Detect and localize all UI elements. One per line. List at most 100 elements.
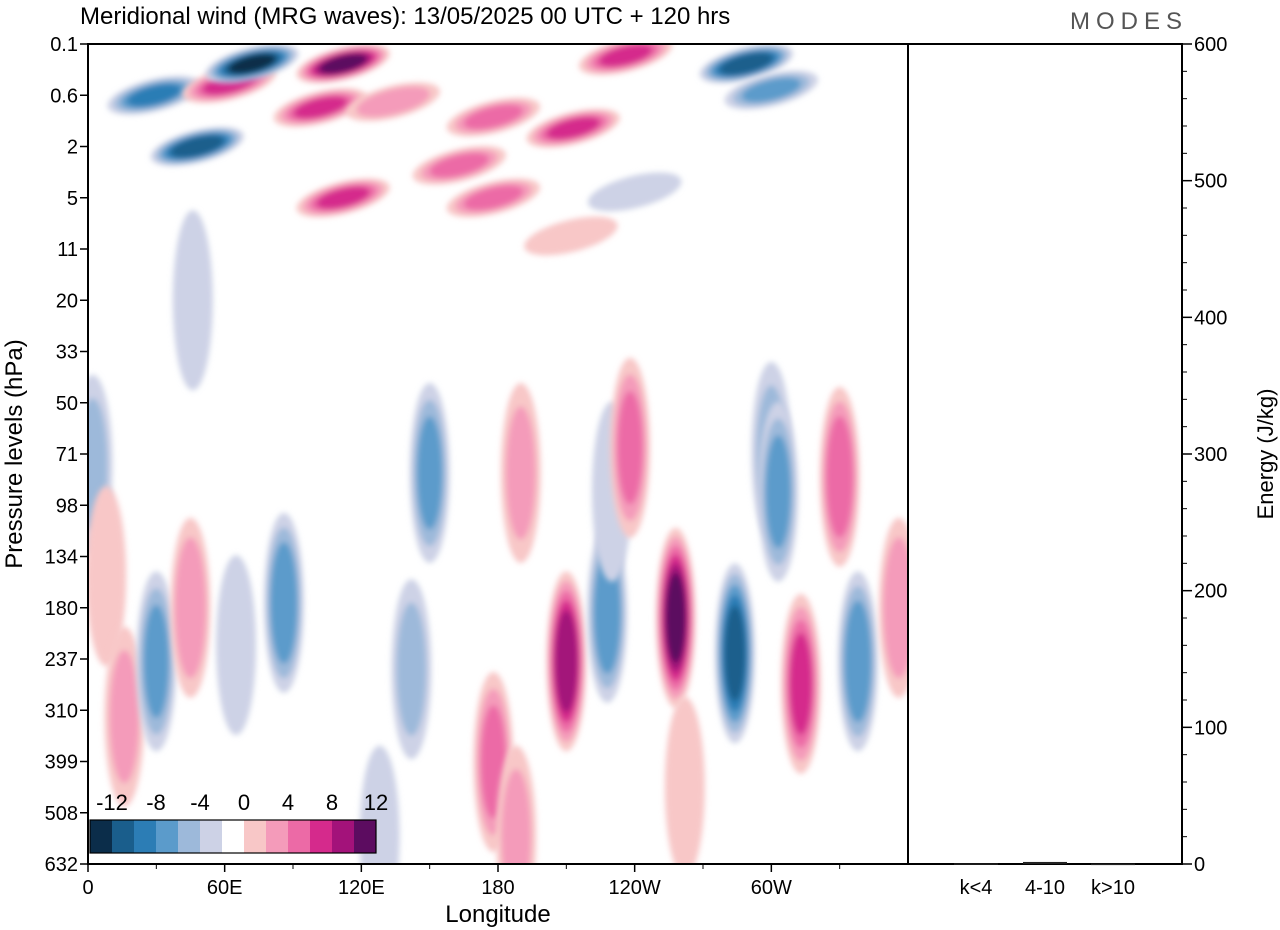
energy-bar [954,863,998,865]
wind-contour [172,210,213,391]
wind-feature [205,44,299,84]
energy-tick-label: 300 [1194,444,1227,466]
wind-feature [578,44,673,75]
energy-axis-label: Energy (J/kg) [1253,389,1278,520]
y-tick-label: 399 [45,752,78,774]
wind-feature [837,571,878,752]
colorbar-frame [89,819,377,854]
colorbar: -12 -8 -4 0 4 8 12 [89,790,388,854]
colorbar-label: 0 [238,790,250,815]
y-tick-label: 310 [45,700,78,722]
wind-feature [150,127,245,166]
energy-category-label: k<4 [960,877,993,899]
wind-feature [819,386,860,567]
wind-feature [587,172,682,212]
wind-feature [780,593,821,774]
pressure-axis: 0.1 0.6 2 5 11 20 33 50 71 98 134 180 237 310 399 508 63… [45,34,88,876]
wind-feature [714,563,755,744]
wind-feature [296,178,390,218]
wind-feature [391,579,432,760]
wind-feature [104,626,145,807]
energy-category-label: k>10 [1091,877,1135,899]
wind-contour [316,186,370,209]
colorbar-swatch [288,820,310,853]
wind-contour [593,552,621,674]
wind-feature [500,383,541,563]
wind-feature [546,571,587,752]
x-tick-label: 60W [751,877,792,899]
energy-tick-label: 0 [1194,854,1205,876]
y-tick-label: 33 [56,342,78,364]
wind-contour [396,602,427,736]
x-axis-label: Longitude [445,901,550,928]
wind-feature [263,512,304,693]
colorbar-swatch [310,820,332,853]
x-tick-label: 60E [207,877,243,899]
y-tick-label: 0.6 [50,85,78,107]
wind-feature [409,383,450,563]
energy-bar [1091,863,1135,866]
wind-contour [741,77,801,103]
energy-bar [1023,861,1067,864]
y-tick-label: 5 [67,188,78,210]
wind-feature [724,70,819,110]
wind-contour [617,391,643,505]
wind-feature [610,357,651,538]
wind-contour [429,153,489,178]
wind-contour [599,44,653,67]
wind-contour [724,605,746,701]
wind-contour [789,632,813,735]
colorbar-swatch [222,820,244,853]
wind-feature [655,527,696,708]
longitude-axis: 0 60E 120E 180 120W 60W [82,864,841,899]
energy-bars: k<4 4-10 k>10 [954,861,1135,899]
wind-feature [524,216,618,256]
colorbar-swatch [90,820,112,853]
wind-feature [172,210,213,391]
wind-feature [136,571,177,752]
wind-contour [463,185,523,211]
colorbar-label: 12 [364,790,388,815]
wind-contour [319,54,367,74]
colorbar-label: -8 [146,790,166,815]
energy-tick-label: 200 [1194,581,1227,603]
wind-contour [88,486,127,667]
x-tick-label: 120E [338,877,385,899]
y-tick-label: 632 [45,854,78,876]
colorbar-swatch [178,820,200,853]
colorbar-swatch [112,820,134,853]
wind-contour [883,537,908,679]
wind-feature [412,145,507,185]
wind-feature [526,108,620,148]
wind-contour [501,769,531,864]
energy-category-label: 4-10 [1025,877,1065,899]
wind-contour [587,172,682,212]
x-tick-label: 180 [481,877,514,899]
wind-contour [170,135,224,158]
wind-contour [524,216,618,256]
y-tick-label: 0.1 [50,34,78,56]
wind-contour [719,52,773,75]
heatmap-field [88,44,908,864]
wind-feature [107,75,201,115]
y-tick-label: 2 [67,137,78,159]
energy-panel-frame [907,43,1183,865]
wind-contour [664,697,705,864]
colorbar-swatch [134,820,156,853]
wind-feature [273,88,368,127]
wind-feature [296,44,390,84]
energy-tick-label: 600 [1194,34,1227,56]
y-tick-label: 237 [45,649,78,671]
wind-contour [765,435,791,549]
y-tick-label: 71 [56,444,78,466]
wind-feature [170,517,211,698]
energy-axis: 0 100 200 300 400 500 600 [1182,34,1227,876]
wind-feature [496,745,537,864]
colorbar-swatch [332,820,354,853]
y-tick-label: 134 [45,547,78,569]
colorbar-swatch [244,820,266,853]
modes-logo: MODES [1069,8,1188,35]
wind-contour [463,104,523,130]
colorbar-label: -12 [96,790,128,815]
